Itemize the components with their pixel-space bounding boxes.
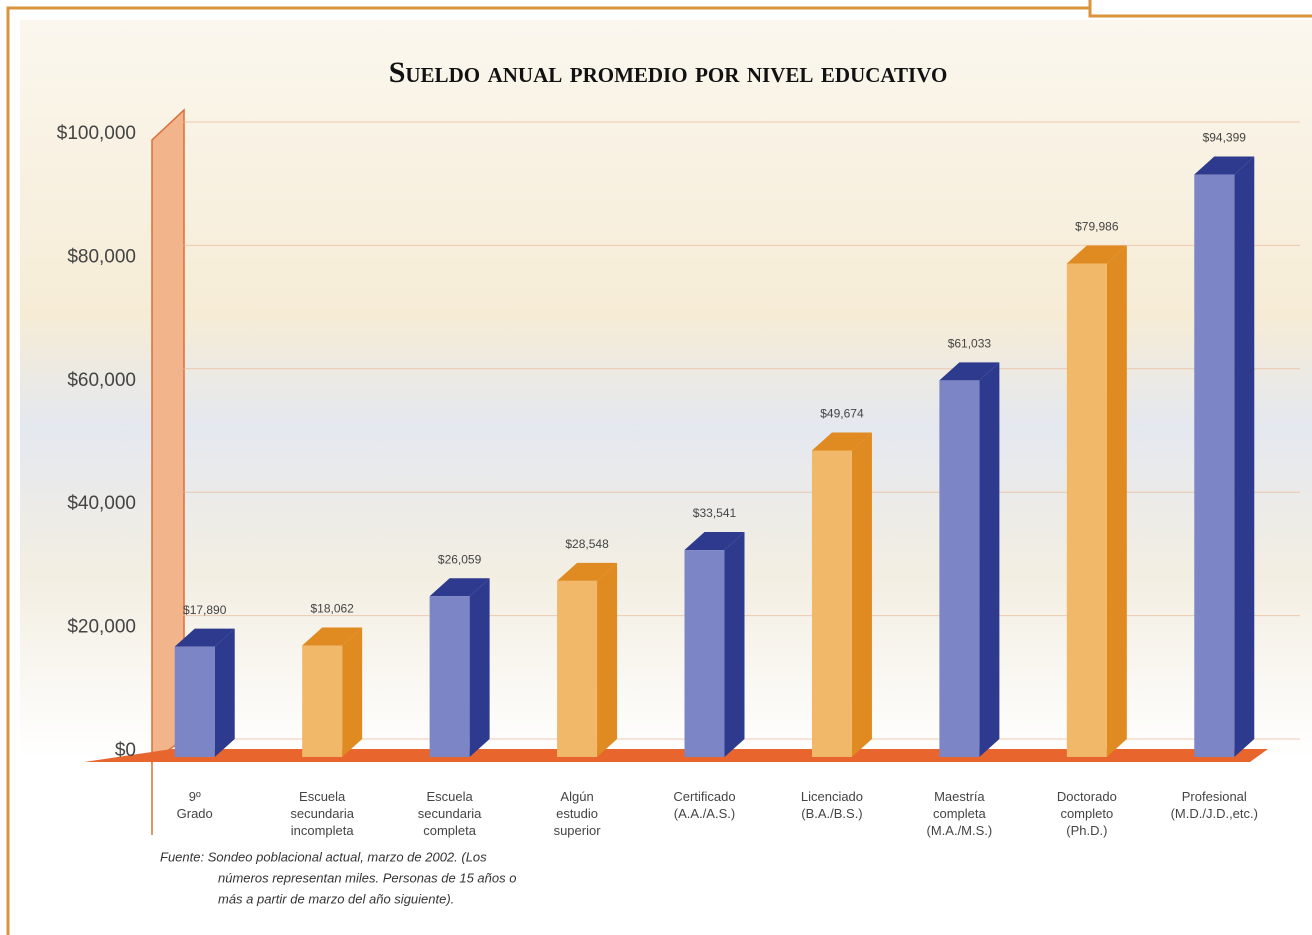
bar [302,645,343,757]
x-tick-label: Profesional (M.D./J.D.,etc.) [1171,789,1258,821]
x-tick-label: 9º Grado [177,789,213,821]
x-tick-label: Escuela secundaria completa [418,789,482,838]
bar-side [979,362,1000,757]
bar [684,550,725,757]
y-tick-label: $0 [115,740,136,761]
bar-top [684,532,745,551]
bar-side [1234,156,1255,757]
source-line: Fuente: Sondeo poblacional actual, marzo… [160,849,487,864]
source-line: números representan miles. Personas de 1… [218,870,516,885]
frame [6,0,1312,935]
bar-side [597,562,618,757]
bar-side [342,627,363,757]
x-tick-label: Escuela secundaria incompleta [290,789,354,838]
bar-group [557,562,618,757]
value-label: $94,399 [1203,131,1247,145]
value-label: $17,890 [183,603,227,617]
bar-group [429,578,490,757]
bar-group [811,432,872,757]
bar-side [1106,245,1127,757]
bar-top [1194,156,1255,175]
value-label: $18,062 [310,602,354,616]
x-tick-label: Licenciado (B.A./B.S.) [801,789,863,821]
bar [1194,174,1235,757]
y-tick-label: $20,000 [67,617,136,638]
bar-group [302,627,363,757]
source-note: Fuente: Sondeo poblacional actual, marzo… [160,849,516,906]
bar-group [939,362,1000,757]
bar [811,450,852,757]
bar-side [851,432,872,757]
y-tick-label: $80,000 [67,246,136,267]
bar-top [429,578,490,597]
value-label: $79,986 [1075,220,1119,234]
bar-top [811,432,872,451]
bar-top [174,628,235,647]
bar-top [302,627,363,646]
y-tick-label: $40,000 [67,493,136,514]
bar-top [557,562,618,581]
bar-side [724,532,745,757]
y-tick-label: $100,000 [57,123,136,144]
axis-wall [151,108,185,764]
bar [174,646,215,757]
value-label: $33,541 [693,506,737,520]
y-tick-label: $60,000 [67,370,136,391]
bar-group [1066,245,1127,757]
bar [557,580,598,757]
x-tick-label: Algún estudio superior [554,789,602,838]
bar-group [174,628,235,757]
x-tick-label: Maestría completa (M.A./M.S.) [927,789,993,838]
bar-group [1194,156,1255,757]
bar-side [469,578,490,757]
x-tick-label: Doctorado completo (Ph.D.) [1057,789,1117,838]
bar-side [214,628,235,757]
bar-group [684,532,745,757]
x-tick-label: Certificado (A.A./A.S.) [673,789,735,821]
source-line: más a partir de marzo del año siguiente)… [218,891,454,906]
bar-top [939,362,1000,381]
bar [939,380,980,757]
bar [429,596,470,757]
value-label: $28,548 [565,537,609,551]
value-label: $26,059 [438,552,482,566]
value-label: $49,674 [820,407,864,421]
bar-top [1066,245,1127,264]
chart-title: Sueldo anual promedio por nivel educativ… [389,56,948,89]
bar [1066,263,1107,757]
value-label: $61,033 [948,337,992,351]
